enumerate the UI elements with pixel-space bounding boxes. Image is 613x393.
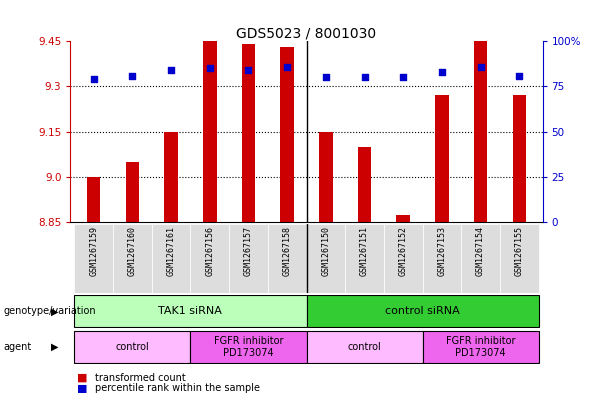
Text: percentile rank within the sample: percentile rank within the sample xyxy=(95,383,260,393)
Point xyxy=(321,74,331,81)
FancyBboxPatch shape xyxy=(306,296,539,327)
Text: GSM1267161: GSM1267161 xyxy=(167,226,175,276)
Bar xyxy=(126,162,139,222)
FancyBboxPatch shape xyxy=(345,224,384,293)
Point xyxy=(243,67,253,73)
Bar xyxy=(358,147,371,222)
Text: transformed count: transformed count xyxy=(95,373,186,383)
Point xyxy=(128,72,137,79)
Bar xyxy=(164,132,178,222)
Text: GSM1267152: GSM1267152 xyxy=(398,226,408,276)
Title: GDS5023 / 8001030: GDS5023 / 8001030 xyxy=(237,26,376,40)
Point xyxy=(360,74,370,81)
FancyBboxPatch shape xyxy=(422,331,539,363)
Text: ▶: ▶ xyxy=(51,307,59,316)
Point xyxy=(398,74,408,81)
Bar xyxy=(242,44,255,222)
Point xyxy=(89,76,99,83)
Text: ▶: ▶ xyxy=(51,342,59,352)
Point xyxy=(205,65,215,72)
FancyBboxPatch shape xyxy=(229,224,268,293)
FancyBboxPatch shape xyxy=(461,224,500,293)
Bar xyxy=(435,95,449,222)
Text: GSM1267158: GSM1267158 xyxy=(283,226,292,276)
FancyBboxPatch shape xyxy=(74,296,306,327)
FancyBboxPatch shape xyxy=(422,224,461,293)
Text: ■: ■ xyxy=(77,383,87,393)
Text: GSM1267151: GSM1267151 xyxy=(360,226,369,276)
FancyBboxPatch shape xyxy=(500,224,539,293)
FancyBboxPatch shape xyxy=(306,331,422,363)
Bar xyxy=(280,47,294,222)
Text: ■: ■ xyxy=(77,373,87,383)
Text: GSM1267155: GSM1267155 xyxy=(515,226,524,276)
FancyBboxPatch shape xyxy=(113,224,152,293)
FancyBboxPatch shape xyxy=(191,224,229,293)
Text: GSM1267154: GSM1267154 xyxy=(476,226,485,276)
Point xyxy=(476,63,485,70)
FancyBboxPatch shape xyxy=(268,224,306,293)
Text: TAK1 siRNA: TAK1 siRNA xyxy=(159,307,223,316)
FancyBboxPatch shape xyxy=(191,331,306,363)
Point xyxy=(514,72,524,79)
Text: GSM1267160: GSM1267160 xyxy=(128,226,137,276)
Text: control siRNA: control siRNA xyxy=(385,307,460,316)
FancyBboxPatch shape xyxy=(152,224,191,293)
Text: FGFR inhibitor
PD173074: FGFR inhibitor PD173074 xyxy=(214,336,283,358)
FancyBboxPatch shape xyxy=(74,224,113,293)
FancyBboxPatch shape xyxy=(306,224,345,293)
Bar xyxy=(87,177,101,222)
FancyBboxPatch shape xyxy=(74,331,191,363)
Bar xyxy=(319,132,333,222)
Text: agent: agent xyxy=(3,342,31,352)
FancyBboxPatch shape xyxy=(384,224,422,293)
Bar xyxy=(397,215,410,222)
Text: GSM1267157: GSM1267157 xyxy=(244,226,253,276)
Text: GSM1267159: GSM1267159 xyxy=(89,226,98,276)
Text: GSM1267156: GSM1267156 xyxy=(205,226,215,276)
Text: GSM1267150: GSM1267150 xyxy=(321,226,330,276)
Text: FGFR inhibitor
PD173074: FGFR inhibitor PD173074 xyxy=(446,336,516,358)
Point xyxy=(166,67,176,73)
Bar xyxy=(512,95,526,222)
Text: control: control xyxy=(115,342,150,352)
Point xyxy=(282,63,292,70)
Point xyxy=(437,69,447,75)
Bar xyxy=(474,41,487,222)
Bar xyxy=(203,41,216,222)
Text: genotype/variation: genotype/variation xyxy=(3,307,96,316)
Text: GSM1267153: GSM1267153 xyxy=(438,226,446,276)
Text: control: control xyxy=(348,342,381,352)
